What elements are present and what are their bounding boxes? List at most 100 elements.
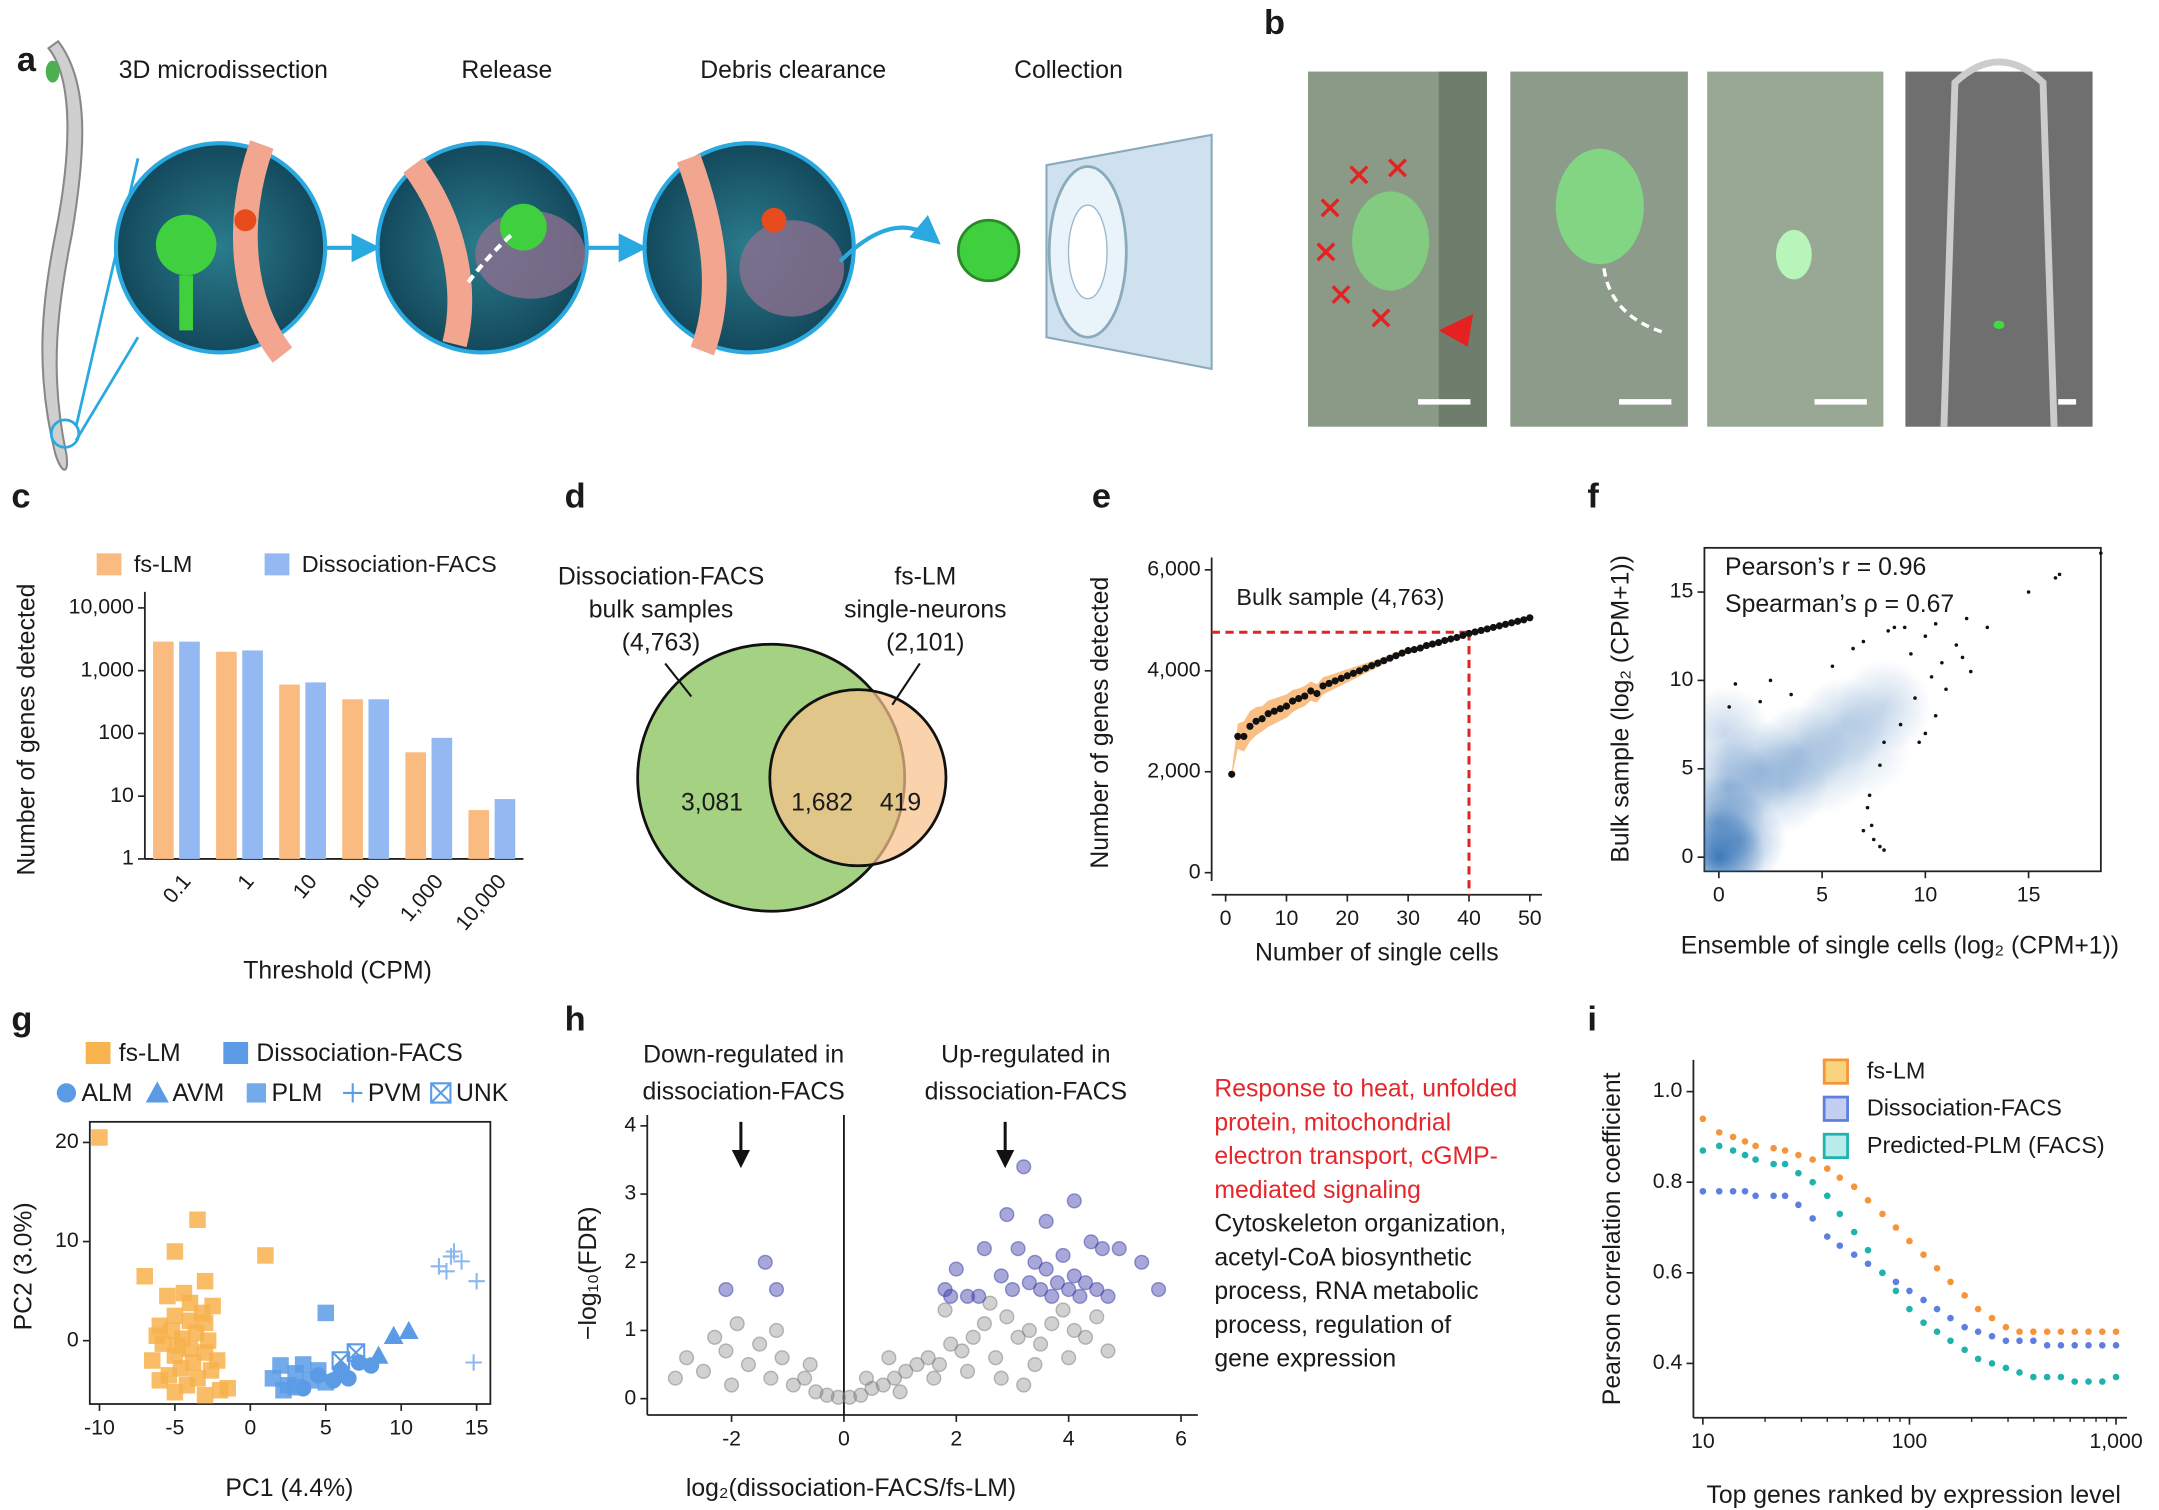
point	[954, 1343, 970, 1359]
step-title: Release	[461, 57, 552, 84]
point	[1960, 655, 1965, 660]
bar	[153, 641, 174, 859]
point	[999, 1309, 1015, 1325]
point	[2071, 1341, 2079, 1349]
point	[2002, 1337, 2010, 1345]
point	[729, 1316, 745, 1332]
point	[2002, 1323, 2010, 1331]
plot-frame	[88, 1120, 492, 1405]
point	[2085, 1328, 2092, 1336]
point	[1027, 1356, 1043, 1373]
point	[1867, 793, 1872, 798]
point	[1699, 1115, 1707, 1123]
point	[1741, 1187, 1749, 1195]
legend-label: AVM	[172, 1080, 224, 1107]
marker	[144, 1352, 161, 1369]
point	[1715, 1187, 1723, 1195]
x-tick-label: 50	[1518, 906, 1542, 930]
point	[1892, 1224, 1900, 1231]
point	[937, 1302, 953, 1318]
density-blob	[1704, 686, 1772, 781]
bar	[179, 641, 200, 859]
point	[1428, 640, 1437, 648]
point	[1483, 625, 1491, 633]
y-tick-label: 0.4	[1653, 1350, 1683, 1374]
point	[1961, 1323, 1968, 1331]
y-axis-label: Number of genes detected	[1087, 577, 1114, 869]
connector	[891, 662, 921, 706]
panel-label: e	[1092, 477, 1111, 515]
marker	[453, 1253, 470, 1270]
error-band	[1231, 616, 1530, 777]
bar	[216, 651, 237, 859]
point	[797, 1370, 813, 1386]
point	[2112, 1373, 2120, 1381]
point	[1906, 1305, 1913, 1313]
point	[1961, 1292, 1968, 1299]
point	[802, 1356, 818, 1373]
marker	[398, 1320, 419, 1340]
point	[1898, 722, 1903, 727]
point	[2112, 1341, 2120, 1349]
x-tick-label: 10,000	[451, 870, 511, 936]
point	[2071, 1378, 2079, 1385]
legend-swatch	[96, 553, 122, 576]
point	[1920, 1251, 1927, 1258]
bar	[342, 699, 363, 859]
marker	[175, 1284, 193, 1302]
point	[841, 1389, 858, 1405]
point	[1974, 1355, 1982, 1363]
point	[752, 1336, 768, 1352]
x-tick-label: 0	[1713, 883, 1725, 907]
point	[1055, 1302, 1071, 1318]
x-tick-label: 10	[288, 870, 322, 904]
legend-swatch	[1822, 1058, 1849, 1085]
point	[1010, 1241, 1026, 1257]
x-tick-label: 30	[1396, 906, 1420, 930]
point	[2043, 1373, 2051, 1381]
annotation: dissociation-FACS	[642, 1078, 844, 1105]
point	[1368, 662, 1376, 670]
venn-label: bulk samples	[589, 597, 734, 624]
panel-label: d	[565, 477, 586, 515]
point	[1781, 1147, 1789, 1154]
point	[1004, 1281, 1021, 1298]
point	[1477, 626, 1485, 635]
point	[2016, 1328, 2023, 1336]
marker	[166, 1383, 184, 1401]
point	[1066, 1322, 1082, 1339]
point	[1471, 628, 1479, 636]
y-tick-label: 2,000	[1147, 758, 1201, 782]
point	[1055, 1247, 1071, 1264]
point	[1386, 654, 1394, 662]
point	[959, 1363, 976, 1379]
point	[1770, 1144, 1777, 1152]
point	[1882, 848, 1886, 852]
point	[2053, 576, 2058, 580]
marker	[148, 1327, 166, 1344]
bar	[279, 684, 300, 859]
point	[1044, 1316, 1060, 1332]
point	[982, 1295, 998, 1311]
marker	[169, 1337, 187, 1354]
panel-label: i	[1587, 1000, 1597, 1038]
point	[1355, 667, 1364, 675]
region-count: 3,081	[681, 789, 743, 816]
x-axis-label: Top genes ranked by expression level	[1706, 1482, 2120, 1509]
y-tick-label: 1	[624, 1317, 636, 1341]
y-tick-label: 0.6	[1653, 1259, 1683, 1283]
panel-label: h	[565, 1000, 586, 1038]
x-tick-label: -10	[84, 1415, 115, 1439]
point	[1933, 1305, 1941, 1313]
point	[1933, 1328, 1941, 1336]
point	[875, 1377, 891, 1393]
term: electron transport, cGMP-	[1214, 1143, 1498, 1170]
point	[1902, 625, 1907, 630]
point	[1917, 740, 1921, 745]
x-tick-label: 0	[244, 1415, 256, 1439]
point	[1111, 1241, 1127, 1257]
legend-label: Predicted-PLM (FACS)	[1867, 1132, 2105, 1158]
y-tick-label: 1.0	[1653, 1078, 1683, 1102]
point	[1892, 1278, 1900, 1286]
